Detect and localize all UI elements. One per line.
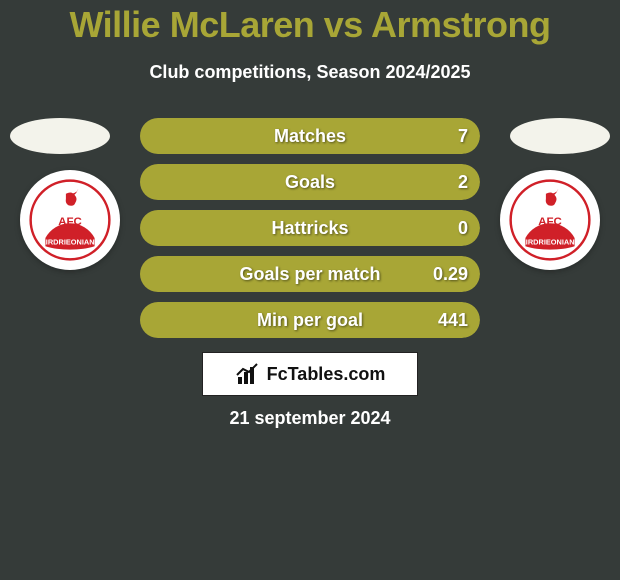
stat-value-right: 441: [438, 302, 468, 338]
stat-label: Min per goal: [140, 302, 480, 338]
source-logo-text: FcTables.com: [267, 364, 386, 385]
stat-value-right: 0.29: [433, 256, 468, 292]
bar-chart-icon: [235, 361, 261, 387]
stat-label: Goals: [140, 164, 480, 200]
subtitle: Club competitions, Season 2024/2025: [0, 62, 620, 83]
club-badge-right: AIRDRIEONIANS AFC: [500, 170, 600, 270]
comparison-canvas: Willie McLaren vs Armstrong Club competi…: [0, 0, 620, 580]
source-logo-box: FcTables.com: [202, 352, 418, 396]
stat-label: Hattricks: [140, 210, 480, 246]
stats-container: Matches7Goals2Hattricks0Goals per match0…: [140, 118, 480, 348]
player-left-placeholder: [10, 118, 110, 154]
stat-row: Hattricks0: [140, 210, 480, 246]
svg-text:AIRDRIEONIANS: AIRDRIEONIANS: [40, 238, 99, 247]
player-right-placeholder: [510, 118, 610, 154]
stat-row: Goals2: [140, 164, 480, 200]
svg-text:AFC: AFC: [58, 216, 82, 228]
stat-value-right: 7: [458, 118, 468, 154]
stat-label: Matches: [140, 118, 480, 154]
snapshot-date: 21 september 2024: [0, 408, 620, 429]
stat-row: Goals per match0.29: [140, 256, 480, 292]
club-crest-right-icon: AIRDRIEONIANS AFC: [509, 179, 591, 261]
stat-row: Min per goal441: [140, 302, 480, 338]
svg-text:AFC: AFC: [538, 216, 562, 228]
stat-row: Matches7: [140, 118, 480, 154]
stat-value-right: 0: [458, 210, 468, 246]
stat-value-right: 2: [458, 164, 468, 200]
svg-text:AIRDRIEONIANS: AIRDRIEONIANS: [520, 238, 579, 247]
stat-label: Goals per match: [140, 256, 480, 292]
page-title: Willie McLaren vs Armstrong: [0, 4, 620, 46]
club-crest-left-icon: AIRDRIEONIANS AFC: [29, 179, 111, 261]
club-badge-left: AIRDRIEONIANS AFC: [20, 170, 120, 270]
